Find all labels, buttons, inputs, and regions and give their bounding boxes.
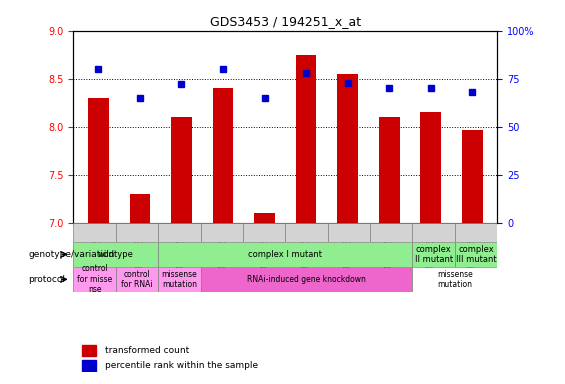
FancyBboxPatch shape xyxy=(412,223,455,242)
Text: missense
mutation: missense mutation xyxy=(162,270,197,289)
FancyBboxPatch shape xyxy=(73,242,158,267)
Text: genotype/variation: genotype/variation xyxy=(28,250,115,259)
Title: GDS3453 / 194251_x_at: GDS3453 / 194251_x_at xyxy=(210,15,361,28)
Bar xyxy=(129,194,150,223)
FancyBboxPatch shape xyxy=(116,223,158,242)
Bar xyxy=(379,117,399,223)
Bar xyxy=(82,360,96,371)
Text: protocol: protocol xyxy=(28,275,65,284)
Bar xyxy=(420,112,441,223)
Bar xyxy=(82,345,96,356)
Text: complex
II mutant: complex II mutant xyxy=(415,245,453,264)
Bar xyxy=(171,117,192,223)
FancyBboxPatch shape xyxy=(201,267,412,292)
FancyBboxPatch shape xyxy=(412,242,455,267)
Text: control
for misse
nse: control for misse nse xyxy=(77,265,112,294)
Text: complex I mutant: complex I mutant xyxy=(249,250,322,259)
Text: transformed count: transformed count xyxy=(105,346,189,355)
FancyBboxPatch shape xyxy=(73,223,116,242)
FancyBboxPatch shape xyxy=(455,242,497,267)
FancyBboxPatch shape xyxy=(201,223,243,242)
FancyBboxPatch shape xyxy=(455,223,497,242)
FancyBboxPatch shape xyxy=(158,223,201,242)
FancyBboxPatch shape xyxy=(328,223,370,242)
Text: complex
III mutant: complex III mutant xyxy=(456,245,496,264)
Text: control
for RNAi: control for RNAi xyxy=(121,270,153,289)
Text: wildtype: wildtype xyxy=(98,250,134,259)
FancyBboxPatch shape xyxy=(73,267,116,292)
Bar xyxy=(337,74,358,223)
FancyBboxPatch shape xyxy=(243,223,285,242)
Bar xyxy=(88,98,108,223)
Bar xyxy=(295,55,316,223)
Text: missense
mutation: missense mutation xyxy=(437,270,473,289)
Bar xyxy=(254,213,275,223)
FancyBboxPatch shape xyxy=(412,267,497,292)
Bar xyxy=(462,130,483,223)
FancyBboxPatch shape xyxy=(285,223,328,242)
FancyBboxPatch shape xyxy=(116,267,158,292)
FancyBboxPatch shape xyxy=(158,267,201,292)
Bar xyxy=(212,88,233,223)
FancyBboxPatch shape xyxy=(370,223,412,242)
FancyBboxPatch shape xyxy=(158,242,412,267)
Text: percentile rank within the sample: percentile rank within the sample xyxy=(105,361,258,370)
Text: RNAi-induced gene knockdown: RNAi-induced gene knockdown xyxy=(247,275,366,284)
